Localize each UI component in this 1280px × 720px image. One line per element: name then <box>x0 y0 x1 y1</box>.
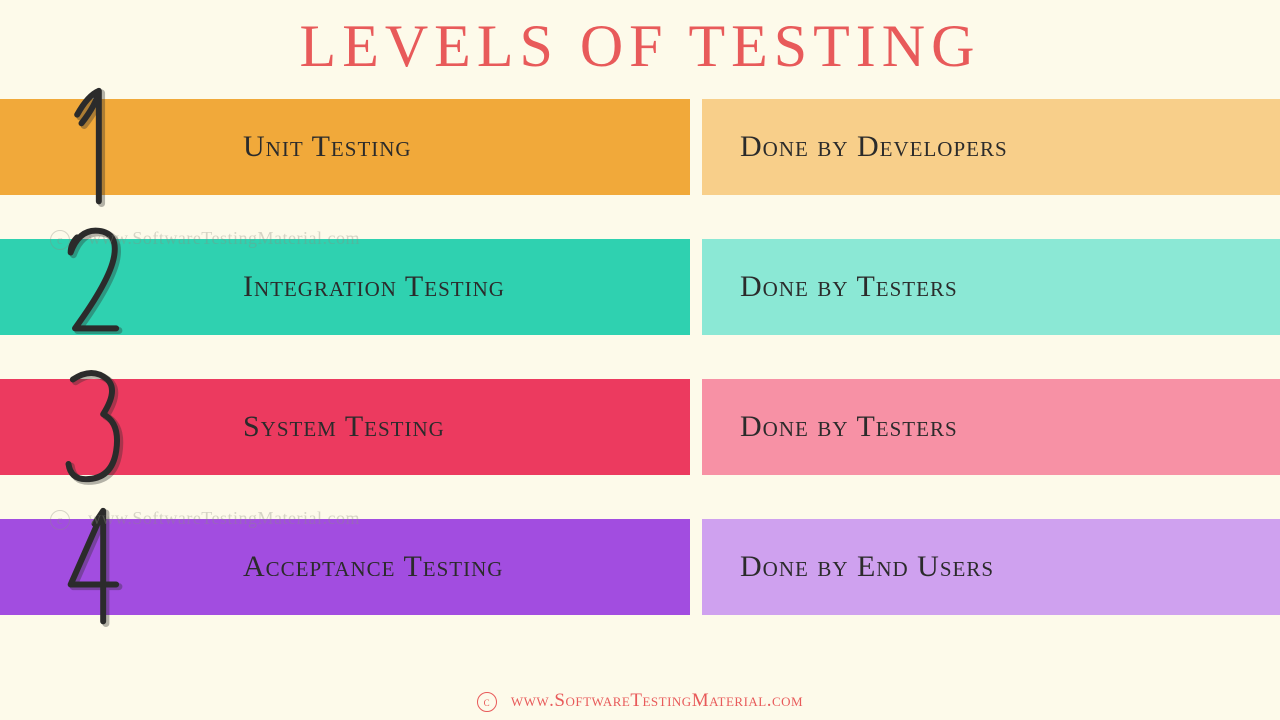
level-who-2: Done by Testers <box>702 239 1280 335</box>
level-name-3: System Testing <box>175 379 690 475</box>
page-title: LEVELS OF TESTING <box>0 0 1280 99</box>
level-row-2: Integration TestingDone by Testers <box>0 239 1280 335</box>
levels-list: Unit TestingDone by DevelopersIntegratio… <box>0 99 1280 615</box>
level-name-4: Acceptance Testing <box>175 519 690 615</box>
level-number-4 <box>0 519 175 615</box>
level-row-4: Acceptance TestingDone by End Users <box>0 519 1280 615</box>
level-row-3: System TestingDone by Testers <box>0 379 1280 475</box>
level-number-1 <box>0 99 175 195</box>
level-who-3: Done by Testers <box>702 379 1280 475</box>
footer-credit: cwww.SoftwareTestingMaterial.com <box>0 690 1280 712</box>
level-who-4: Done by End Users <box>702 519 1280 615</box>
level-name-1: Unit Testing <box>175 99 690 195</box>
level-number-2 <box>0 239 175 335</box>
level-who-1: Done by Developers <box>702 99 1280 195</box>
level-name-2: Integration Testing <box>175 239 690 335</box>
level-number-3 <box>0 379 175 475</box>
level-row-1: Unit TestingDone by Developers <box>0 99 1280 195</box>
